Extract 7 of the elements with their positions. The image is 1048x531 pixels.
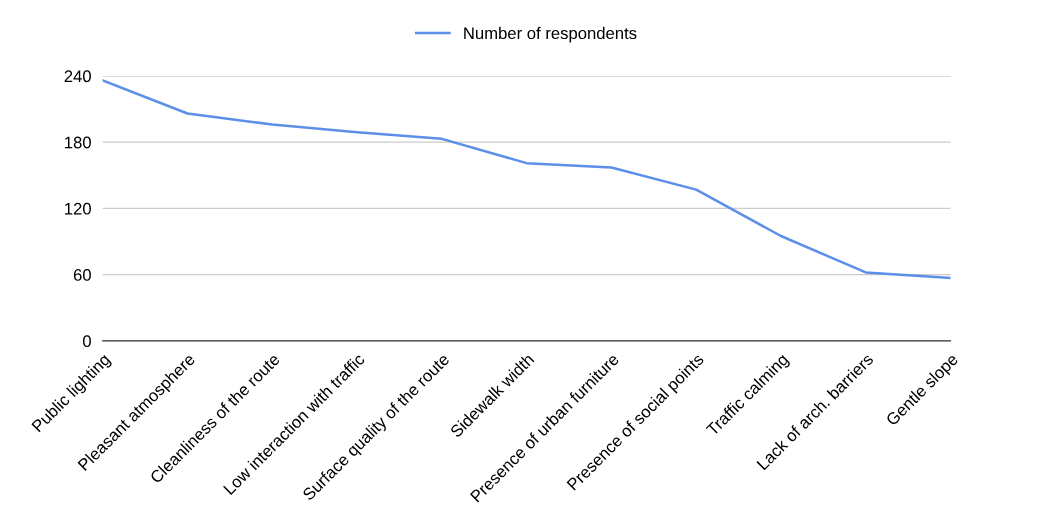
y-tick-label: 120 [65,202,91,215]
line-series [102,79,951,280]
y-tick-label: 60 [73,269,91,281]
y-tick-label: 240 [64,70,91,83]
legend-label: Number of respondents [464,26,637,43]
y-tick-label: 0 [82,335,91,348]
y-tick-label: 180 [65,136,91,149]
